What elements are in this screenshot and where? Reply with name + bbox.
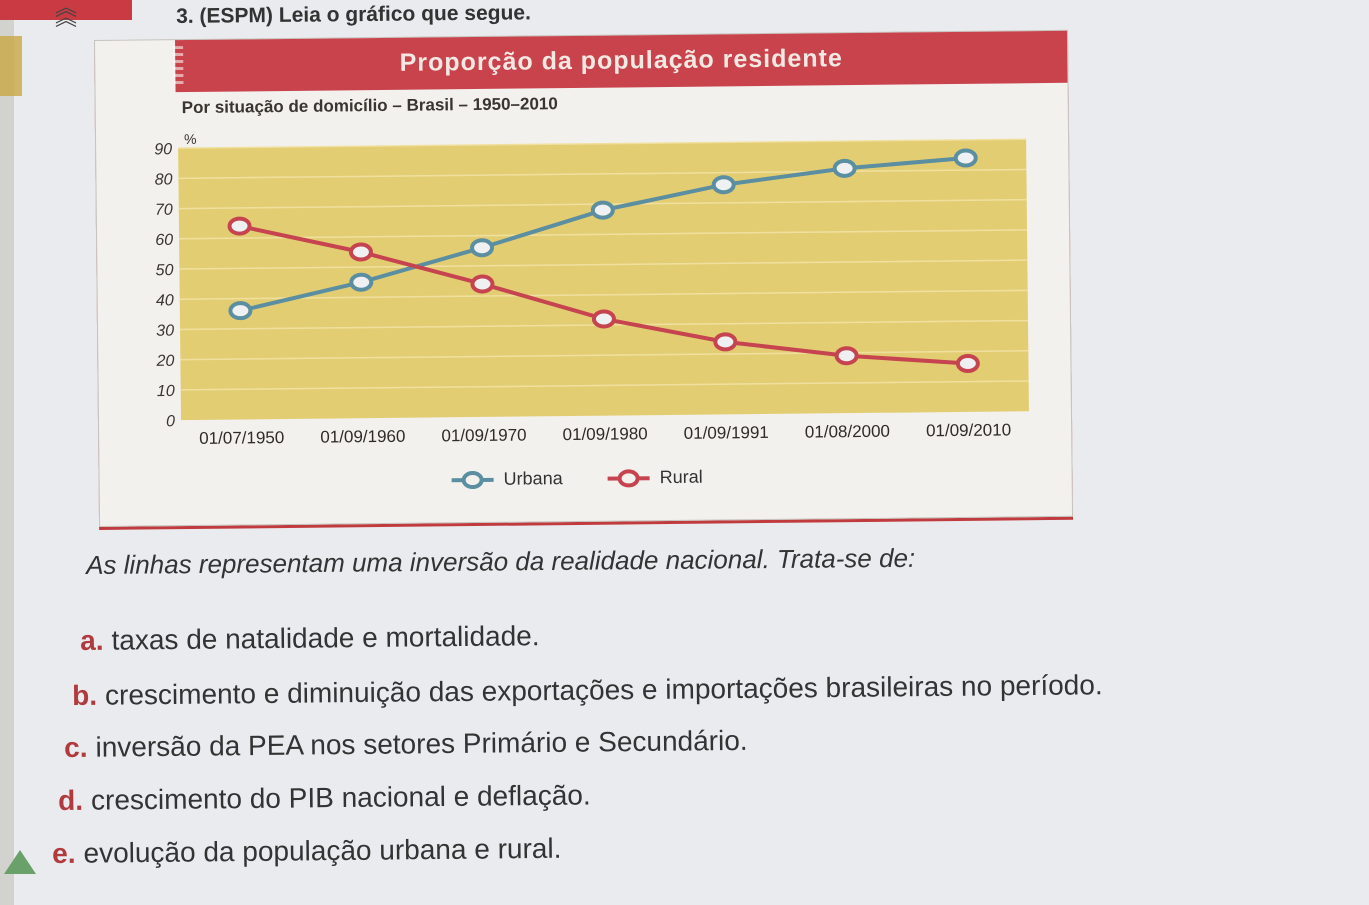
legend-rural-label: Rural (659, 466, 703, 488)
point-urbana (711, 175, 736, 195)
option-d-letter: d. (58, 784, 84, 816)
gridline (179, 259, 1028, 270)
point-urbana (228, 301, 253, 321)
option-e[interactable]: e. evolução da população urbana e rural. (52, 833, 562, 870)
y-tick-label: 70 (155, 202, 173, 219)
chevron-up-icon: ︽ ︽ (55, 0, 78, 31)
x-tick-label: 01/09/1970 (441, 425, 526, 445)
legend-item-urbana: Urbana (450, 468, 563, 490)
y-tick-label: 40 (156, 292, 174, 309)
y-axis-unit: % (184, 131, 197, 147)
legend-urbana-label: Urbana (503, 468, 563, 489)
option-d-text: crescimento do PIB nacional e deflação. (90, 779, 591, 816)
gridline (178, 138, 1027, 149)
page-edge (0, 0, 14, 905)
option-b-text: crescimento e diminuição das exportações… (104, 669, 1103, 711)
y-tick-label: 20 (155, 353, 174, 370)
point-urbana (470, 238, 495, 258)
y-tick-label: 10 (157, 383, 175, 400)
point-rural (591, 309, 616, 329)
y-tick-label: 80 (155, 171, 173, 188)
card-header: Proporção da população residente (173, 30, 1068, 93)
gridline (179, 229, 1028, 240)
option-e-text: evolução da população urbana e rural. (83, 832, 562, 869)
point-rural (834, 346, 859, 366)
question-header: 3. (ESPM) Leia o gráfico que segue. (176, 1, 531, 28)
x-tick-label: 01/07/1950 (199, 428, 284, 448)
option-b-letter: b. (72, 679, 98, 711)
option-a[interactable]: a. taxas de natalidade e mortalidade. (80, 620, 540, 657)
point-rural (227, 216, 252, 236)
legend-urbana-marker (451, 470, 494, 489)
legend-item-rural: Rural (606, 467, 703, 489)
triangle-marker-icon (4, 850, 36, 874)
corner-tab-yellow (0, 36, 22, 96)
gridline (179, 289, 1028, 300)
x-tick-label: 01/09/1960 (320, 427, 405, 447)
option-c-text: inversão da PEA nos setores Primário e S… (95, 724, 748, 763)
option-b[interactable]: b. crescimento e diminuição das exportaçõ… (72, 669, 1103, 712)
option-c[interactable]: c. inversão da PEA nos setores Primário e… (64, 725, 748, 764)
point-rural (713, 332, 738, 352)
x-tick-label: 01/09/1991 (684, 423, 769, 443)
gridline (180, 380, 1029, 391)
gridline (180, 350, 1029, 361)
option-d[interactable]: d. crescimento do PIB nacional e deflação… (58, 779, 591, 817)
point-urbana (953, 148, 978, 168)
chart-card: Proporção da população residente Por sit… (94, 29, 1074, 527)
point-rural (470, 274, 495, 294)
y-tick-label: 60 (155, 232, 173, 249)
line-chart: 0 10 20 30 40 50 60 70 80 90% 01/07/1950 01/09/1960… (154, 131, 1029, 448)
plot-area (178, 139, 1029, 421)
chart-legend: Urbana Rural (450, 466, 741, 495)
corner-tab (0, 0, 132, 20)
chart-subtitle: Por situação de domicílio – Brasil – 195… (181, 94, 558, 118)
option-a-letter: a. (80, 624, 104, 656)
x-tick-label: 01/08/2000 (805, 422, 890, 442)
question-prompt: As linhas representam uma inversão da re… (86, 542, 916, 580)
y-tick-label: 50 (156, 262, 174, 279)
y-tick-label: 0 (166, 413, 175, 430)
gridline (178, 168, 1027, 180)
point-rural (348, 242, 373, 262)
x-tick-label: 01/09/1980 (563, 424, 648, 444)
chart-title: Proporção da população residente (399, 44, 843, 77)
x-tick-label: 01/09/2010 (926, 420, 1011, 440)
option-c-letter: c. (64, 731, 88, 763)
point-rural (955, 354, 980, 374)
y-tick-label: 90 (154, 141, 172, 158)
point-urbana (349, 272, 374, 292)
option-a-text: taxas de natalidade e mortalidade. (111, 620, 540, 656)
point-urbana (590, 200, 615, 220)
legend-rural-marker (607, 468, 650, 487)
option-e-letter: e. (52, 837, 76, 869)
point-urbana (832, 158, 857, 178)
y-tick-label: 30 (156, 323, 174, 340)
